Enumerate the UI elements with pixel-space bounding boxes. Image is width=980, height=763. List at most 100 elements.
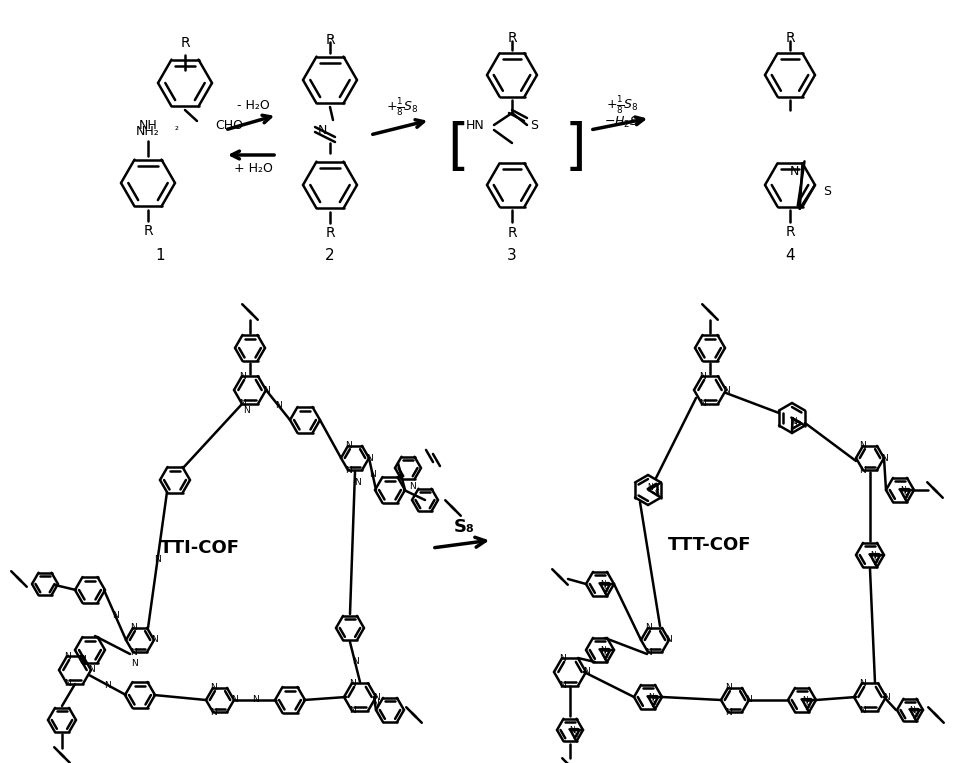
Text: N: N (645, 623, 652, 633)
Text: N: N (345, 441, 352, 450)
Text: N: N (130, 659, 137, 668)
Text: N: N (569, 726, 575, 735)
Text: N: N (366, 453, 372, 462)
Text: CHO: CHO (215, 118, 243, 131)
Text: N: N (883, 693, 890, 701)
Text: N: N (858, 707, 865, 716)
Text: N: N (870, 551, 876, 560)
Text: S: S (904, 491, 908, 500)
Text: R: R (325, 226, 335, 240)
Text: N: N (600, 645, 606, 655)
Text: N: N (263, 385, 270, 394)
Text: [: [ (447, 121, 468, 175)
Text: R: R (180, 36, 190, 50)
Text: S: S (823, 185, 831, 198)
Text: N: N (210, 707, 217, 716)
Text: R: R (508, 226, 516, 240)
Text: N: N (64, 652, 71, 661)
Text: N: N (648, 693, 654, 702)
Text: N: N (368, 469, 375, 478)
Text: N: N (583, 668, 589, 677)
Text: R: R (325, 33, 335, 47)
Text: S: S (793, 420, 798, 429)
Text: 2: 2 (325, 247, 335, 262)
Text: S: S (806, 700, 810, 710)
Text: N: N (559, 681, 565, 691)
Text: R: R (143, 224, 153, 238)
Text: N: N (349, 707, 356, 716)
Text: N: N (790, 165, 799, 178)
Text: N: N (665, 636, 672, 645)
Text: N: N (900, 486, 906, 494)
Text: N: N (699, 399, 706, 408)
Text: N: N (722, 385, 729, 394)
Text: N: N (372, 693, 379, 701)
Text: N: N (112, 610, 119, 620)
Text: $- H_2S$: $- H_2S$ (605, 114, 640, 130)
Text: N: N (210, 684, 217, 692)
Text: N: N (154, 555, 161, 565)
Text: TTT-COF: TTT-COF (668, 536, 752, 554)
Text: N: N (104, 681, 111, 690)
Text: S: S (655, 488, 659, 497)
Text: 3: 3 (507, 247, 516, 262)
Text: N: N (238, 372, 245, 381)
Text: N: N (252, 696, 259, 704)
Text: N: N (724, 707, 731, 716)
Text: S: S (530, 118, 538, 131)
Text: N: N (859, 441, 866, 450)
Text: S: S (604, 651, 609, 659)
Text: NH₂: NH₂ (136, 124, 160, 137)
Text: S: S (652, 697, 657, 707)
Text: N: N (318, 124, 326, 137)
Text: N: N (559, 654, 565, 662)
Text: N: N (274, 401, 281, 410)
Text: S₈: S₈ (454, 518, 474, 536)
Text: N: N (802, 696, 808, 705)
Text: N: N (64, 679, 71, 688)
Text: N: N (87, 665, 94, 674)
Text: 4: 4 (785, 247, 795, 262)
Text: + H₂O: + H₂O (233, 162, 272, 175)
Text: ₂: ₂ (175, 122, 179, 132)
Text: N: N (129, 623, 136, 633)
Text: ]: ] (564, 121, 586, 175)
Text: $+\frac{1}{8}S_8$: $+\frac{1}{8}S_8$ (606, 94, 638, 116)
Text: N: N (230, 696, 237, 704)
Text: NH: NH (138, 118, 157, 131)
Text: - H₂O: - H₂O (236, 98, 270, 111)
Text: N: N (746, 696, 753, 704)
Text: N: N (345, 465, 352, 475)
Text: N: N (724, 684, 731, 692)
Text: N: N (858, 678, 865, 687)
Text: N: N (354, 478, 361, 487)
Text: $+\frac{1}{8}S_8$: $+\frac{1}{8}S_8$ (386, 96, 418, 118)
Text: N: N (699, 372, 706, 381)
Text: N: N (129, 648, 136, 657)
Text: N: N (409, 481, 416, 491)
Text: N: N (371, 698, 378, 707)
Text: N: N (648, 482, 654, 491)
Text: R: R (785, 31, 795, 45)
Text: N: N (78, 655, 85, 665)
Text: N: N (352, 658, 359, 667)
Text: N: N (238, 399, 245, 408)
Text: S: S (874, 555, 878, 565)
Text: TTI-COF: TTI-COF (160, 539, 240, 557)
Text: R: R (508, 31, 516, 45)
Text: S: S (604, 584, 609, 594)
Text: R: R (785, 225, 795, 239)
Text: N: N (792, 417, 798, 426)
Text: HN: HN (466, 118, 484, 131)
Text: N: N (859, 465, 866, 475)
Text: N: N (349, 678, 356, 687)
Text: N: N (243, 405, 249, 414)
Text: N: N (909, 706, 915, 715)
Text: N: N (645, 648, 652, 657)
Text: N: N (881, 453, 887, 462)
Text: 1: 1 (155, 247, 165, 262)
Text: S: S (913, 710, 918, 720)
Text: S: S (573, 730, 578, 739)
Text: N: N (600, 580, 606, 589)
Text: N: N (151, 636, 158, 645)
